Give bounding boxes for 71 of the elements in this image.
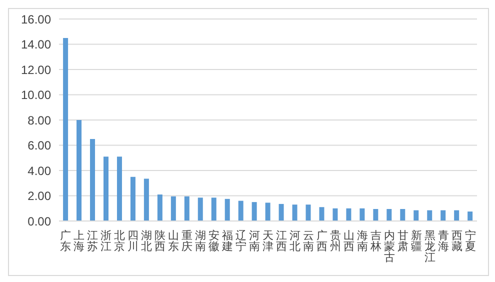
x-tick-label: 河南 <box>249 229 260 253</box>
x-tick-label: 湖南 <box>195 229 206 253</box>
y-tick-label: 8.00 <box>28 113 52 128</box>
bar <box>468 212 473 221</box>
bar <box>130 176 136 221</box>
x-tick-label: 山西 <box>343 229 354 253</box>
bar <box>144 178 149 221</box>
bar <box>440 210 446 221</box>
x-tick-label: 浙江 <box>100 229 112 253</box>
bar <box>346 208 352 221</box>
x-tick-label: 河北 <box>289 229 300 253</box>
bar <box>414 210 419 221</box>
x-tick-label: 四川 <box>128 229 139 253</box>
y-tick-label: 0.00 <box>28 214 52 228</box>
x-tick-label: 山东 <box>168 229 180 253</box>
bar <box>265 202 270 221</box>
x-tick-label: 重庆 <box>182 229 193 253</box>
x-tick-label: 黑龙江 <box>424 229 436 264</box>
x-tick-label: 贵州 <box>330 229 341 253</box>
x-tick-label: 安徽 <box>208 229 220 253</box>
bar <box>157 194 162 221</box>
bar <box>224 198 230 221</box>
bar <box>373 209 378 221</box>
x-tick-label: 新疆 <box>410 229 422 253</box>
x-tick-label: 辽宁 <box>236 229 247 253</box>
x-tick-label: 湖北 <box>141 229 152 253</box>
bar <box>238 200 244 221</box>
x-tick-label: 陕西 <box>154 229 166 253</box>
bar <box>332 208 338 221</box>
bar <box>386 209 392 221</box>
bar <box>292 204 298 221</box>
bar <box>306 204 311 221</box>
x-tick-label: 广西 <box>316 229 328 253</box>
bar <box>400 209 406 221</box>
bar <box>184 196 190 221</box>
x-tick-label: 甘肃 <box>397 229 408 253</box>
y-tick-label: 10.00 <box>20 88 52 102</box>
bar <box>360 208 365 221</box>
y-tick-label: 2.00 <box>28 189 52 204</box>
bar <box>427 210 432 221</box>
bar <box>252 202 257 221</box>
bar <box>319 207 324 221</box>
x-tick-label: 广东 <box>60 229 72 253</box>
x-tick-label: 宁夏 <box>464 229 476 253</box>
bar <box>170 196 176 221</box>
x-tick-label: 云南 <box>302 229 314 253</box>
bar <box>90 138 96 221</box>
bar <box>63 38 68 221</box>
y-tick-label: 4.00 <box>28 164 52 178</box>
y-tick-label: 16.00 <box>20 12 52 26</box>
bar <box>116 156 122 221</box>
bar <box>278 204 284 221</box>
bar <box>103 156 108 221</box>
x-tick-label: 江西 <box>276 229 287 253</box>
x-tick-label: 海南 <box>356 229 368 253</box>
bar <box>76 120 82 221</box>
bar <box>211 198 216 221</box>
y-tick-label: 12.00 <box>20 62 52 77</box>
x-tick-label: 上海 <box>74 229 85 253</box>
x-tick-label: 福建 <box>221 229 234 253</box>
y-tick-label: 14.00 <box>20 38 52 52</box>
x-tick-label: 西藏 <box>451 229 462 253</box>
bar <box>454 210 460 221</box>
y-tick-label: 6.00 <box>28 138 52 153</box>
x-tick-label: 内蒙古 <box>384 229 395 264</box>
x-tick-label: 北京 <box>114 229 126 253</box>
bar <box>198 198 203 221</box>
x-tick-label: 江苏 <box>87 229 98 253</box>
x-tick-label: 吉林 <box>369 229 382 253</box>
x-tick-label: 天津 <box>262 229 274 253</box>
x-tick-label: 青海 <box>438 229 449 253</box>
